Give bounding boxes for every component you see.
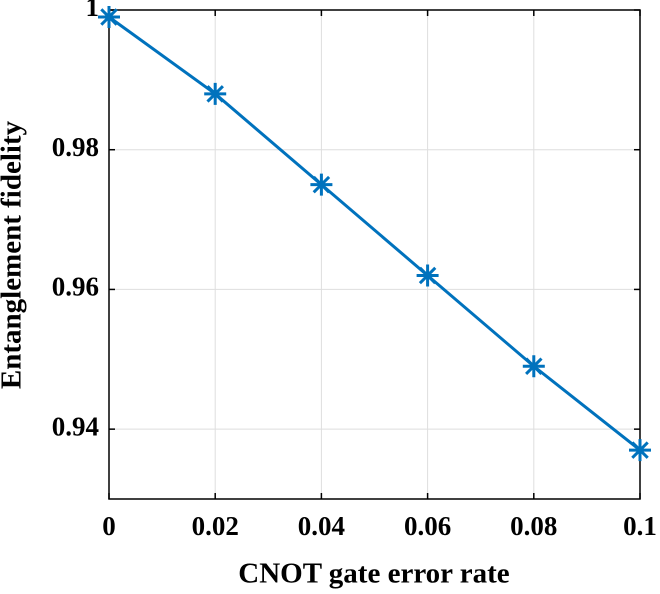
marker [310,173,333,196]
x-tick-label: 0.1 [623,511,657,541]
x-tick-label: 0 [102,511,116,541]
y-tick-label: 0.98 [52,132,99,162]
x-tick-label: 0.08 [510,511,557,541]
x-axis-label: CNOT gate error rate [238,558,510,590]
marker [98,5,120,28]
marker [204,82,227,105]
marker [629,439,651,462]
x-tick-label: 0.02 [192,511,239,541]
y-tick-label: 0.96 [52,272,99,302]
x-tick-label: 0.04 [298,511,345,541]
y-tick-label: 1 [86,0,100,22]
line [108,15,641,452]
y-tick-label: 0.94 [52,411,99,441]
plot-frame [108,9,641,500]
x-tick-label: 0.06 [404,511,451,541]
marker [522,355,545,378]
y-axis-label: Entanglement fidelity [0,120,28,389]
marker [416,264,439,287]
